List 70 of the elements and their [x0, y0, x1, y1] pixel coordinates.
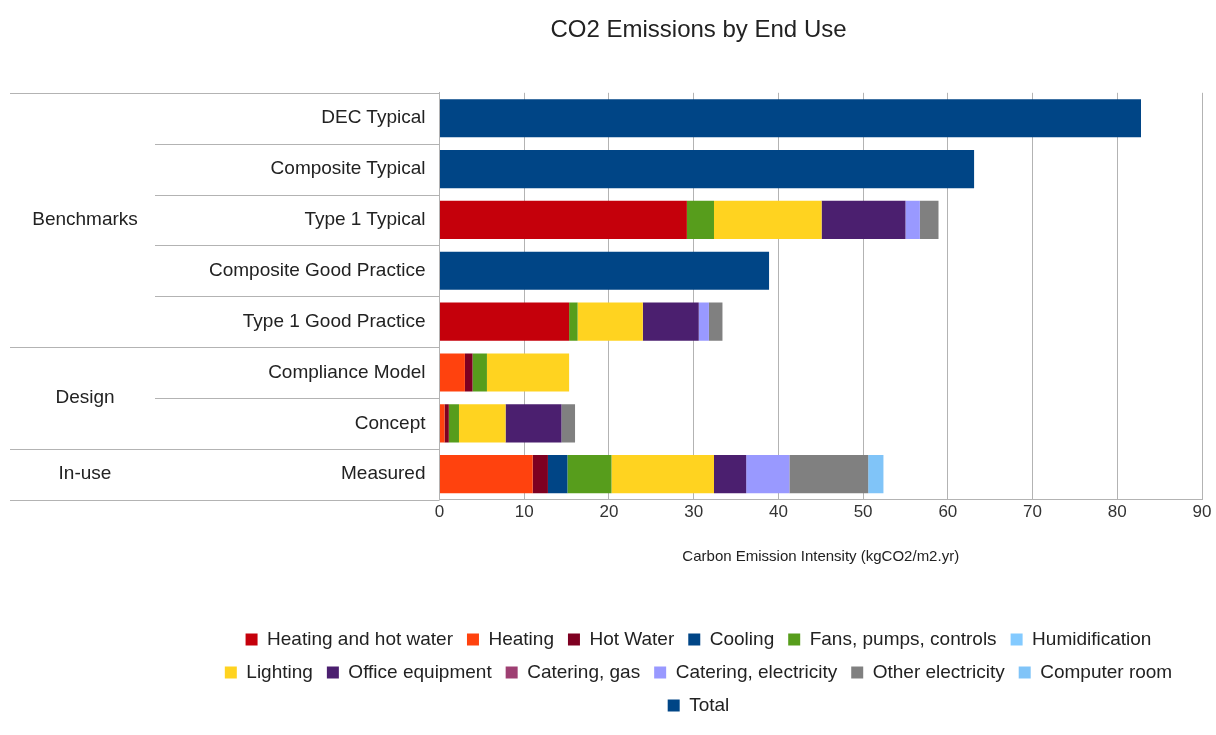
legend-label: Total [689, 693, 730, 715]
bar [919, 200, 939, 239]
legend-label: Cooling [709, 627, 775, 649]
bar [713, 455, 747, 494]
x-tick-label: 0 [434, 502, 445, 522]
bar [905, 200, 920, 239]
legend-label: Fans, pumps, controls [809, 627, 997, 649]
bar [686, 200, 714, 239]
legend-label: Office equipment [348, 660, 493, 682]
legend-label: Catering, electricity [675, 660, 838, 682]
bar [472, 353, 487, 392]
bar [439, 200, 687, 239]
y-tick-label: DEC Typical [321, 106, 426, 128]
bar [567, 455, 612, 494]
bar [642, 302, 699, 341]
legend-label: Computer room [1040, 660, 1173, 682]
legend-label: Heating [488, 627, 554, 649]
bar [486, 353, 570, 392]
bar [532, 455, 548, 494]
bar [868, 455, 884, 494]
bar [448, 404, 459, 443]
y-tick-label: Composite Good Practice [208, 259, 426, 281]
x-tick-label: 30 [684, 502, 704, 522]
y-tick-label: Type 1 Typical [304, 208, 426, 230]
bar [439, 455, 533, 494]
x-tick-label: 20 [599, 502, 619, 522]
bar [561, 404, 576, 443]
bar [444, 404, 449, 443]
legend-label: Other electricity [872, 660, 1006, 682]
bar [569, 302, 578, 341]
bar [439, 150, 975, 189]
bar [611, 455, 714, 494]
y-tick-label: Concept [354, 411, 427, 433]
x-tick-label: 80 [1107, 502, 1127, 522]
y-tick-label: Compliance Model [268, 360, 426, 382]
legend-label: Hot Water [589, 627, 675, 649]
text: Benchmarks [32, 208, 138, 230]
bar [464, 353, 473, 392]
legend-label: Catering, gas [527, 660, 641, 682]
y-tick-label: Composite Typical [270, 157, 426, 179]
text: Design [55, 386, 115, 408]
bar [439, 404, 445, 443]
bar [789, 455, 869, 494]
bar [713, 200, 822, 239]
bar [547, 455, 568, 494]
x-tick-label: 70 [1023, 502, 1043, 522]
y-tick-label: Type 1 Good Practice [242, 309, 426, 331]
legend-label: Humidification [1032, 627, 1152, 649]
bar [439, 302, 570, 341]
bar [439, 353, 465, 392]
bar [577, 302, 643, 341]
bar [746, 455, 790, 494]
legend-label: Lighting [246, 660, 313, 682]
x-tick-label: 60 [938, 502, 958, 522]
x-axis-title: Carbon Emission Intensity (kgCO2/m2.yr) [682, 547, 960, 565]
x-tick-label: 50 [853, 502, 873, 522]
x-tick-label: 40 [768, 502, 788, 522]
bar [458, 404, 506, 443]
bar [698, 302, 709, 341]
x-tick-label: 90 [1192, 502, 1212, 522]
text: In-use [58, 462, 112, 484]
legend-label: Heating and hot water [267, 627, 454, 649]
bar [439, 251, 770, 290]
bar [505, 404, 562, 443]
bar [439, 99, 1141, 138]
bar [708, 302, 723, 341]
chart-title: CO2 Emissions by End Use [550, 15, 847, 43]
x-tick-label: 10 [514, 502, 534, 522]
y-tick-label: Measured [340, 462, 426, 484]
bar [821, 200, 906, 239]
